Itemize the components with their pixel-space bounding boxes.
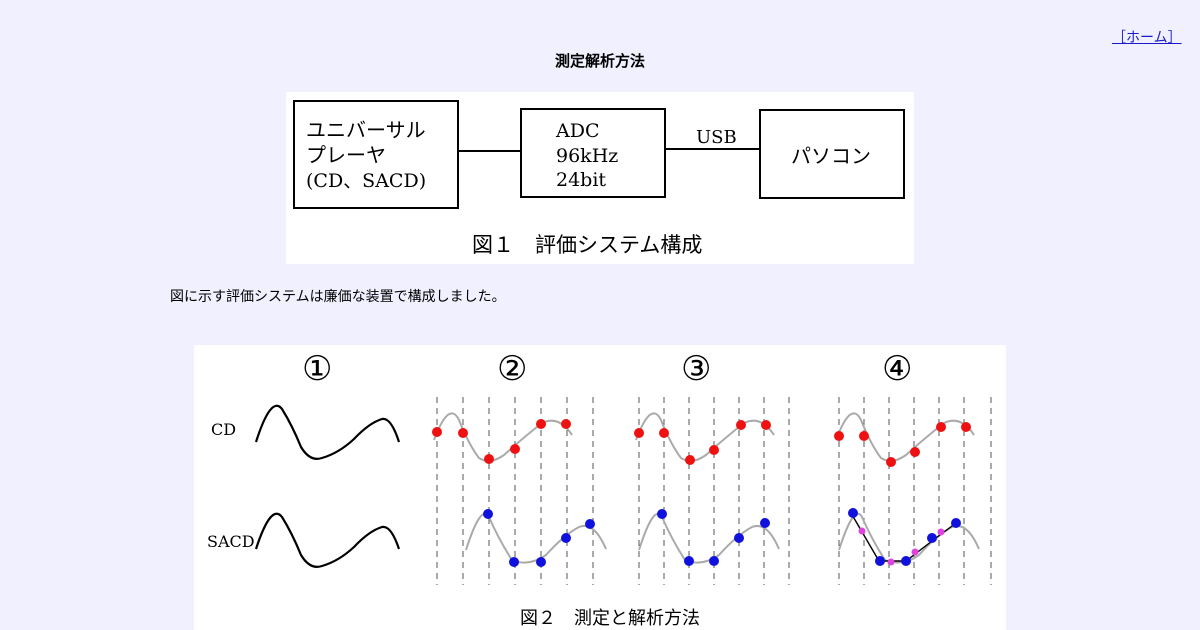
sample-dot bbox=[875, 556, 885, 566]
player-label-line3: (CD、SACD) bbox=[306, 170, 426, 192]
sample-dot bbox=[657, 509, 667, 519]
sample-dot bbox=[761, 420, 771, 430]
player-label-line2: プレーヤ bbox=[306, 143, 386, 167]
sample-dot bbox=[709, 556, 719, 566]
sample-dot bbox=[483, 509, 493, 519]
sample-dot bbox=[536, 419, 546, 429]
usb-label: USB bbox=[696, 127, 737, 148]
sample-dot bbox=[859, 431, 869, 441]
sample-dot bbox=[951, 518, 961, 528]
sample-dot bbox=[684, 556, 694, 566]
figure1-caption: 図１ 評価システム構成 bbox=[472, 233, 702, 257]
sample-dot bbox=[734, 533, 744, 543]
sample-dot bbox=[458, 428, 468, 438]
adc-label-line1: ADC bbox=[555, 120, 600, 142]
interp-sample-dots bbox=[858, 527, 945, 566]
pc-box bbox=[759, 109, 905, 199]
cd-original-wave bbox=[254, 404, 401, 460]
sample-dot bbox=[858, 527, 866, 535]
sample-dot bbox=[961, 422, 971, 432]
sample-dot bbox=[484, 454, 494, 464]
system-diagram: ユニバーサル プレーヤ (CD、SACD) ADC 96kHz 24bit US… bbox=[286, 92, 914, 264]
sample-dot bbox=[887, 558, 895, 566]
sacd-sample-dots bbox=[483, 508, 961, 567]
sample-dot bbox=[561, 419, 571, 429]
sample-dot bbox=[886, 457, 896, 467]
sample-dot bbox=[634, 428, 644, 438]
home-link[interactable]: ［ホーム］ bbox=[1112, 30, 1182, 46]
panel-label-4: ④ bbox=[882, 349, 912, 389]
sample-dot bbox=[834, 431, 844, 441]
sample-dot bbox=[432, 427, 442, 437]
figure2-caption: 図２ 測定と解析方法 bbox=[520, 608, 700, 629]
sacd-original-wave bbox=[254, 512, 401, 568]
sample-dot bbox=[901, 556, 911, 566]
sample-dot bbox=[736, 420, 746, 430]
sample-dot bbox=[910, 447, 920, 457]
adc-box bbox=[520, 108, 666, 198]
sample-dot bbox=[536, 557, 546, 567]
sample-dot bbox=[936, 422, 946, 432]
interp-line bbox=[850, 512, 957, 562]
panel-label-1: ① bbox=[302, 349, 332, 389]
adc-label-line3: 24bit bbox=[556, 169, 606, 191]
adc-label-line2: 96kHz bbox=[556, 145, 618, 167]
player-label-line1: ユニバーサル bbox=[306, 118, 426, 142]
row-label-sacd: SACD bbox=[207, 532, 255, 551]
sample-dot bbox=[510, 444, 520, 454]
row-label-cd: CD bbox=[211, 420, 236, 439]
sample-dot bbox=[760, 518, 770, 528]
sample-grid bbox=[436, 397, 992, 585]
reference-waves bbox=[433, 412, 980, 564]
panel-label-2: ② bbox=[497, 349, 527, 389]
sample-dot bbox=[685, 455, 695, 465]
cd-sample-dots bbox=[432, 419, 971, 467]
sample-dot bbox=[927, 533, 937, 543]
sample-dot bbox=[509, 557, 519, 567]
measurement-diagram: ① ② ③ ④ CD SACD bbox=[194, 345, 1006, 630]
sample-dot bbox=[585, 519, 595, 529]
panel-label-3: ③ bbox=[681, 349, 711, 389]
player-box bbox=[293, 100, 459, 209]
description-text: 図に示す評価システムは廉価な装置で構成しました。 bbox=[170, 289, 506, 305]
sample-dot bbox=[659, 428, 669, 438]
sample-dot bbox=[848, 508, 858, 518]
sample-dot bbox=[561, 533, 571, 543]
pc-label: パソコン bbox=[791, 144, 871, 168]
page-title: 測定解析方法 bbox=[554, 52, 645, 70]
sample-dot bbox=[937, 528, 945, 536]
sample-dot bbox=[709, 445, 719, 455]
sample-dot bbox=[911, 548, 919, 556]
